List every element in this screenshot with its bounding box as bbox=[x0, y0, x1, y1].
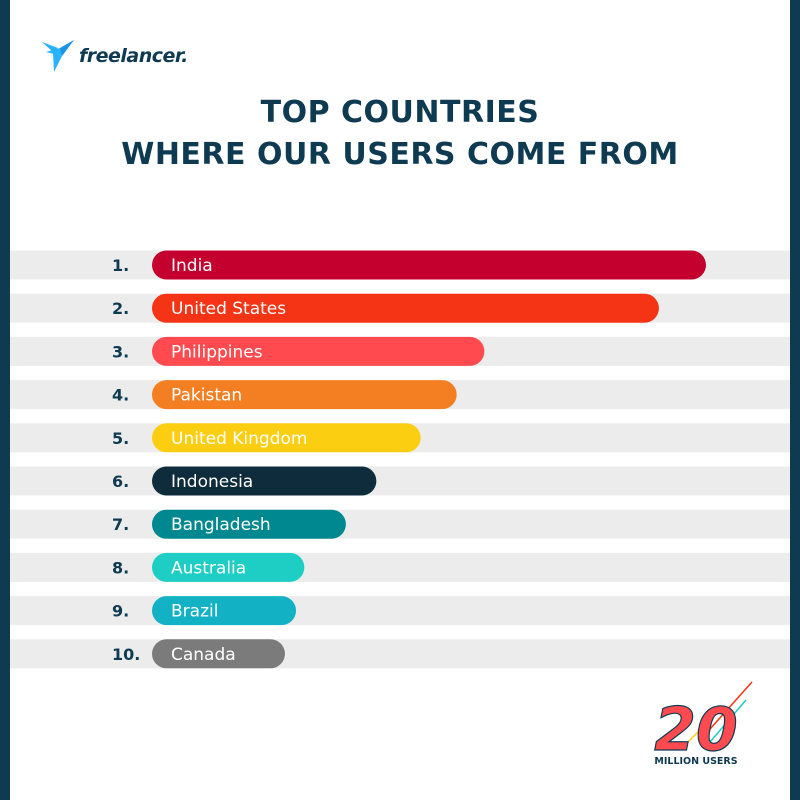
bar-label: Canada bbox=[171, 645, 236, 665]
rank-label: 5. bbox=[112, 429, 129, 448]
badge-caption: MILLION USERS bbox=[654, 756, 737, 767]
bar-bangladesh bbox=[152, 509, 346, 539]
bar-pakistan bbox=[152, 380, 457, 410]
bar-indonesia bbox=[152, 466, 377, 496]
title-line-1: TOP COUNTRIES bbox=[260, 95, 540, 130]
rank-label: 1. bbox=[112, 256, 129, 275]
rank-label: 8. bbox=[112, 558, 129, 577]
freelancer-logo[interactable]: freelancer. bbox=[40, 38, 188, 74]
bar-label: United States bbox=[171, 299, 286, 319]
bar-label: Australia bbox=[171, 558, 246, 578]
title-line-2: WHERE OUR USERS COME FROM bbox=[121, 137, 679, 172]
bar-label: Indonesia bbox=[171, 472, 253, 492]
rank-label: 7. bbox=[112, 515, 129, 534]
bar-label: Pakistan bbox=[171, 386, 242, 406]
bar-label: United Kingdom bbox=[171, 429, 307, 449]
row-band bbox=[10, 509, 790, 539]
logo-text: freelancer. bbox=[79, 45, 188, 67]
rank-label: 2. bbox=[112, 299, 129, 318]
rank-label: 10. bbox=[112, 645, 140, 664]
rank-label: 9. bbox=[112, 602, 129, 621]
rank-label: 3. bbox=[112, 342, 129, 361]
bird-logo-icon bbox=[42, 40, 74, 72]
rank-label: 4. bbox=[112, 386, 129, 405]
bar-united-states bbox=[152, 293, 659, 323]
bar-philippines bbox=[152, 336, 485, 366]
20-million-users-badge: 20 MILLION USERS bbox=[654, 681, 753, 767]
left-border bbox=[0, 0, 10, 800]
bar-label: Bangladesh bbox=[171, 515, 271, 535]
row-band bbox=[10, 596, 790, 626]
badge-number: 20 bbox=[654, 695, 738, 765]
bar-label: India bbox=[171, 256, 213, 276]
row-band bbox=[10, 639, 790, 669]
bar-brazil bbox=[152, 596, 297, 626]
bar-india bbox=[152, 250, 706, 280]
bar-label: Brazil bbox=[171, 602, 218, 622]
bar-label: Philippines bbox=[171, 342, 263, 362]
bar-united-kingdom bbox=[152, 423, 421, 453]
right-border bbox=[790, 0, 800, 800]
rank-label: 6. bbox=[112, 472, 129, 491]
row-band bbox=[10, 552, 790, 582]
page-title: TOP COUNTRIES WHERE OUR USERS COME FROM bbox=[0, 92, 800, 176]
row-band bbox=[10, 466, 790, 496]
bar-australia bbox=[152, 552, 305, 582]
bar-canada bbox=[152, 639, 285, 669]
